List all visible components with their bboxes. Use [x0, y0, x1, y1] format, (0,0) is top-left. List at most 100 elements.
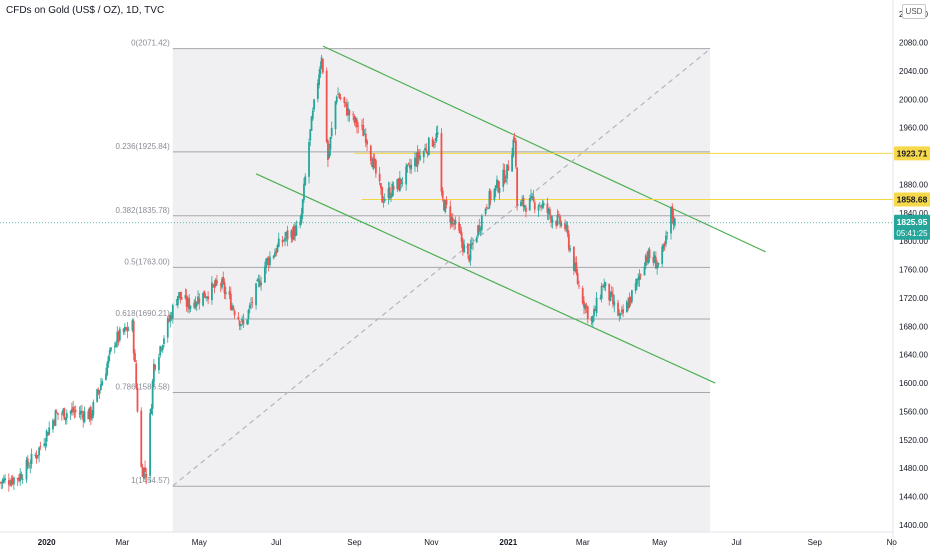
candle-body [284, 237, 286, 241]
candle-body [52, 420, 54, 430]
candle-body [231, 305, 233, 311]
candle-body [110, 347, 112, 351]
candle-body [538, 204, 541, 206]
candle-body [194, 300, 197, 308]
candle-body [144, 467, 146, 472]
candle-body [202, 292, 204, 306]
candle-body [116, 331, 119, 343]
y-axis-ticks: 1400.00 1440.00 1480.00 1520.00 1560.00 1600.… [899, 10, 928, 530]
candle-body [140, 410, 143, 467]
currency-button[interactable]: USD [902, 4, 926, 19]
candle-body [274, 252, 276, 257]
candle-body [180, 297, 183, 300]
candle-body [134, 353, 136, 362]
candle-body [405, 166, 408, 185]
level-price-label: 1923.71 [897, 148, 928, 158]
candle-body [78, 413, 81, 415]
candle-body [101, 381, 104, 386]
fib-level-label: 0.382(1835.78) [116, 206, 171, 215]
candle-body [175, 304, 178, 306]
x-tick-label: 2020 [38, 538, 56, 547]
candle-body [316, 83, 319, 99]
candle-body [415, 158, 418, 166]
candle-body [228, 291, 231, 296]
candle-body [583, 301, 585, 308]
candle-body [540, 206, 542, 208]
candle-body [310, 116, 313, 131]
candle-body [57, 413, 59, 415]
candle-body [497, 180, 500, 192]
candle-body [257, 279, 260, 281]
candle-body [348, 110, 351, 116]
candle-body [406, 164, 409, 167]
candle-body [637, 278, 640, 280]
candle-body [387, 188, 390, 198]
candle-body [542, 203, 545, 206]
candle-body [96, 389, 99, 402]
candle-body [123, 326, 126, 332]
candle-body [321, 58, 324, 73]
candle-body [179, 291, 182, 298]
candle-body [256, 279, 259, 282]
candle-body [644, 255, 647, 266]
candle-body [303, 183, 305, 200]
candle-body [665, 235, 667, 244]
candle-body [127, 329, 130, 331]
y-tick-label: 2040.00 [899, 67, 928, 76]
candle-body [207, 296, 210, 300]
candle-body [521, 199, 524, 201]
candle-body [337, 94, 339, 95]
level-price-tag [894, 146, 930, 161]
candle-body [54, 410, 57, 426]
candle-body [371, 161, 373, 167]
candle-body [238, 320, 241, 326]
candle-body [113, 346, 116, 347]
fib-level-label: 0(2071.42) [131, 39, 170, 48]
candle-body [603, 284, 606, 288]
x-axis-ticks: 2020 Mar May Jul Sep Nov 2021 Mar May Jul Sep No [38, 538, 898, 547]
candle-body [16, 478, 19, 480]
candle-body [672, 216, 675, 225]
y-tick-label: 1960.00 [899, 124, 928, 133]
candle-body [88, 407, 91, 420]
candle-body [339, 97, 342, 100]
candle-body [83, 411, 86, 423]
candle-body [9, 484, 11, 486]
candle-body [286, 230, 289, 240]
candle-body [460, 232, 463, 242]
candle-body [232, 306, 235, 310]
candle-body [105, 373, 107, 381]
candle-body [73, 411, 76, 413]
channel-line [322, 45, 766, 253]
candle-body [449, 206, 452, 223]
candle-body [417, 151, 420, 159]
candle-body [357, 125, 360, 127]
last-price-label: 1825.95 [897, 217, 928, 227]
candle-body [4, 478, 6, 481]
candle-body [619, 313, 622, 315]
channel-line [255, 173, 716, 384]
countdown-label: 05:41:25 [896, 229, 928, 238]
candle-body [628, 298, 631, 308]
y-tick-label: 1880.00 [899, 180, 928, 189]
candle-body [300, 213, 303, 223]
candle-body [636, 278, 638, 285]
candle-body [53, 420, 56, 425]
candle-body [311, 110, 314, 119]
candle-body [149, 413, 151, 476]
candle-body [609, 291, 612, 301]
fib-level-label: 0.236(1925.84) [116, 142, 171, 151]
candle-body [135, 363, 138, 388]
level-price-label: 1858.68 [897, 195, 928, 205]
candle-body [223, 282, 226, 294]
candle-body [673, 218, 676, 226]
candle-body [89, 406, 92, 420]
x-tick-label: Jul [731, 538, 741, 547]
candle-body [600, 285, 603, 299]
candle-body [294, 226, 297, 237]
candle-body [255, 283, 257, 306]
candle-body [290, 230, 293, 238]
candle-body [410, 164, 413, 170]
candle-body [29, 465, 32, 467]
